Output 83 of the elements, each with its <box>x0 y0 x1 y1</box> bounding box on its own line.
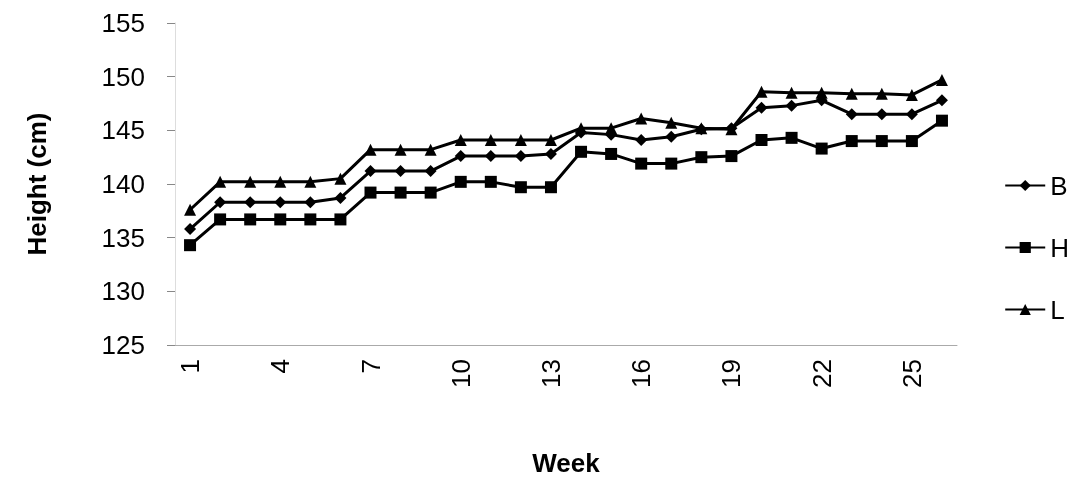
point <box>845 108 858 121</box>
point <box>845 135 858 148</box>
point <box>815 142 828 155</box>
point <box>334 213 347 226</box>
point <box>785 131 798 144</box>
point <box>695 151 708 164</box>
point <box>304 196 317 209</box>
y-tick-label: 150 <box>101 61 145 92</box>
point <box>214 175 227 188</box>
point <box>514 133 527 146</box>
point <box>635 157 648 170</box>
y-tick-label: 145 <box>101 115 145 146</box>
point <box>514 181 527 194</box>
point <box>635 133 648 146</box>
point <box>184 239 197 252</box>
point <box>334 191 347 204</box>
x-axis-title: Week <box>532 448 601 478</box>
point <box>424 143 437 156</box>
point <box>785 99 798 112</box>
point <box>304 213 317 226</box>
point <box>424 165 437 178</box>
legend-label: H <box>1050 232 1069 263</box>
point <box>635 112 648 125</box>
point <box>665 130 678 143</box>
point <box>364 165 377 178</box>
point <box>665 157 678 170</box>
point <box>454 175 467 188</box>
point <box>935 73 948 86</box>
x-tick-label: 19 <box>716 359 747 388</box>
x-tick-label: 16 <box>626 359 657 388</box>
point <box>274 196 287 209</box>
y-tick-label: 140 <box>101 169 145 199</box>
point <box>755 101 768 114</box>
point <box>244 213 257 226</box>
y-tick-label: 130 <box>101 276 145 307</box>
y-axis-title: Height (cm) <box>22 112 52 256</box>
point <box>214 213 227 226</box>
point <box>845 87 858 100</box>
x-tick-label: 1 <box>175 359 206 374</box>
point <box>184 203 197 216</box>
point <box>935 94 948 107</box>
y-tick-label: 125 <box>101 330 145 360</box>
point <box>274 213 287 226</box>
x-tick-label: 10 <box>445 359 476 388</box>
point <box>454 133 467 146</box>
x-tick-label: 13 <box>535 359 566 388</box>
point <box>184 223 197 236</box>
point <box>544 181 557 194</box>
point <box>875 108 888 121</box>
point <box>935 114 948 127</box>
legend-label: B <box>1050 170 1068 201</box>
point <box>484 133 497 146</box>
point <box>575 145 588 158</box>
x-tick-label: 4 <box>265 359 296 374</box>
point <box>785 86 798 99</box>
point <box>725 150 738 163</box>
point <box>755 85 768 98</box>
point <box>905 88 918 101</box>
point <box>364 186 377 199</box>
point <box>454 150 467 163</box>
y-tick-label: 135 <box>101 222 145 253</box>
point <box>605 147 618 160</box>
point <box>394 165 407 178</box>
point <box>274 175 287 188</box>
point <box>244 196 257 209</box>
point <box>484 175 497 188</box>
point <box>394 186 407 199</box>
point <box>755 133 768 146</box>
point <box>665 116 678 129</box>
x-tick-label: 25 <box>896 359 927 388</box>
legend-label: L <box>1050 294 1065 325</box>
point <box>424 186 437 199</box>
point <box>304 175 317 188</box>
point <box>244 175 257 188</box>
point <box>334 172 347 185</box>
point <box>905 135 918 148</box>
point <box>394 143 407 156</box>
x-tick-label: 22 <box>806 359 837 388</box>
point <box>875 87 888 100</box>
point <box>875 135 888 148</box>
x-tick-label: 7 <box>355 359 386 374</box>
point <box>544 133 557 146</box>
y-tick-label: 155 <box>101 8 145 38</box>
